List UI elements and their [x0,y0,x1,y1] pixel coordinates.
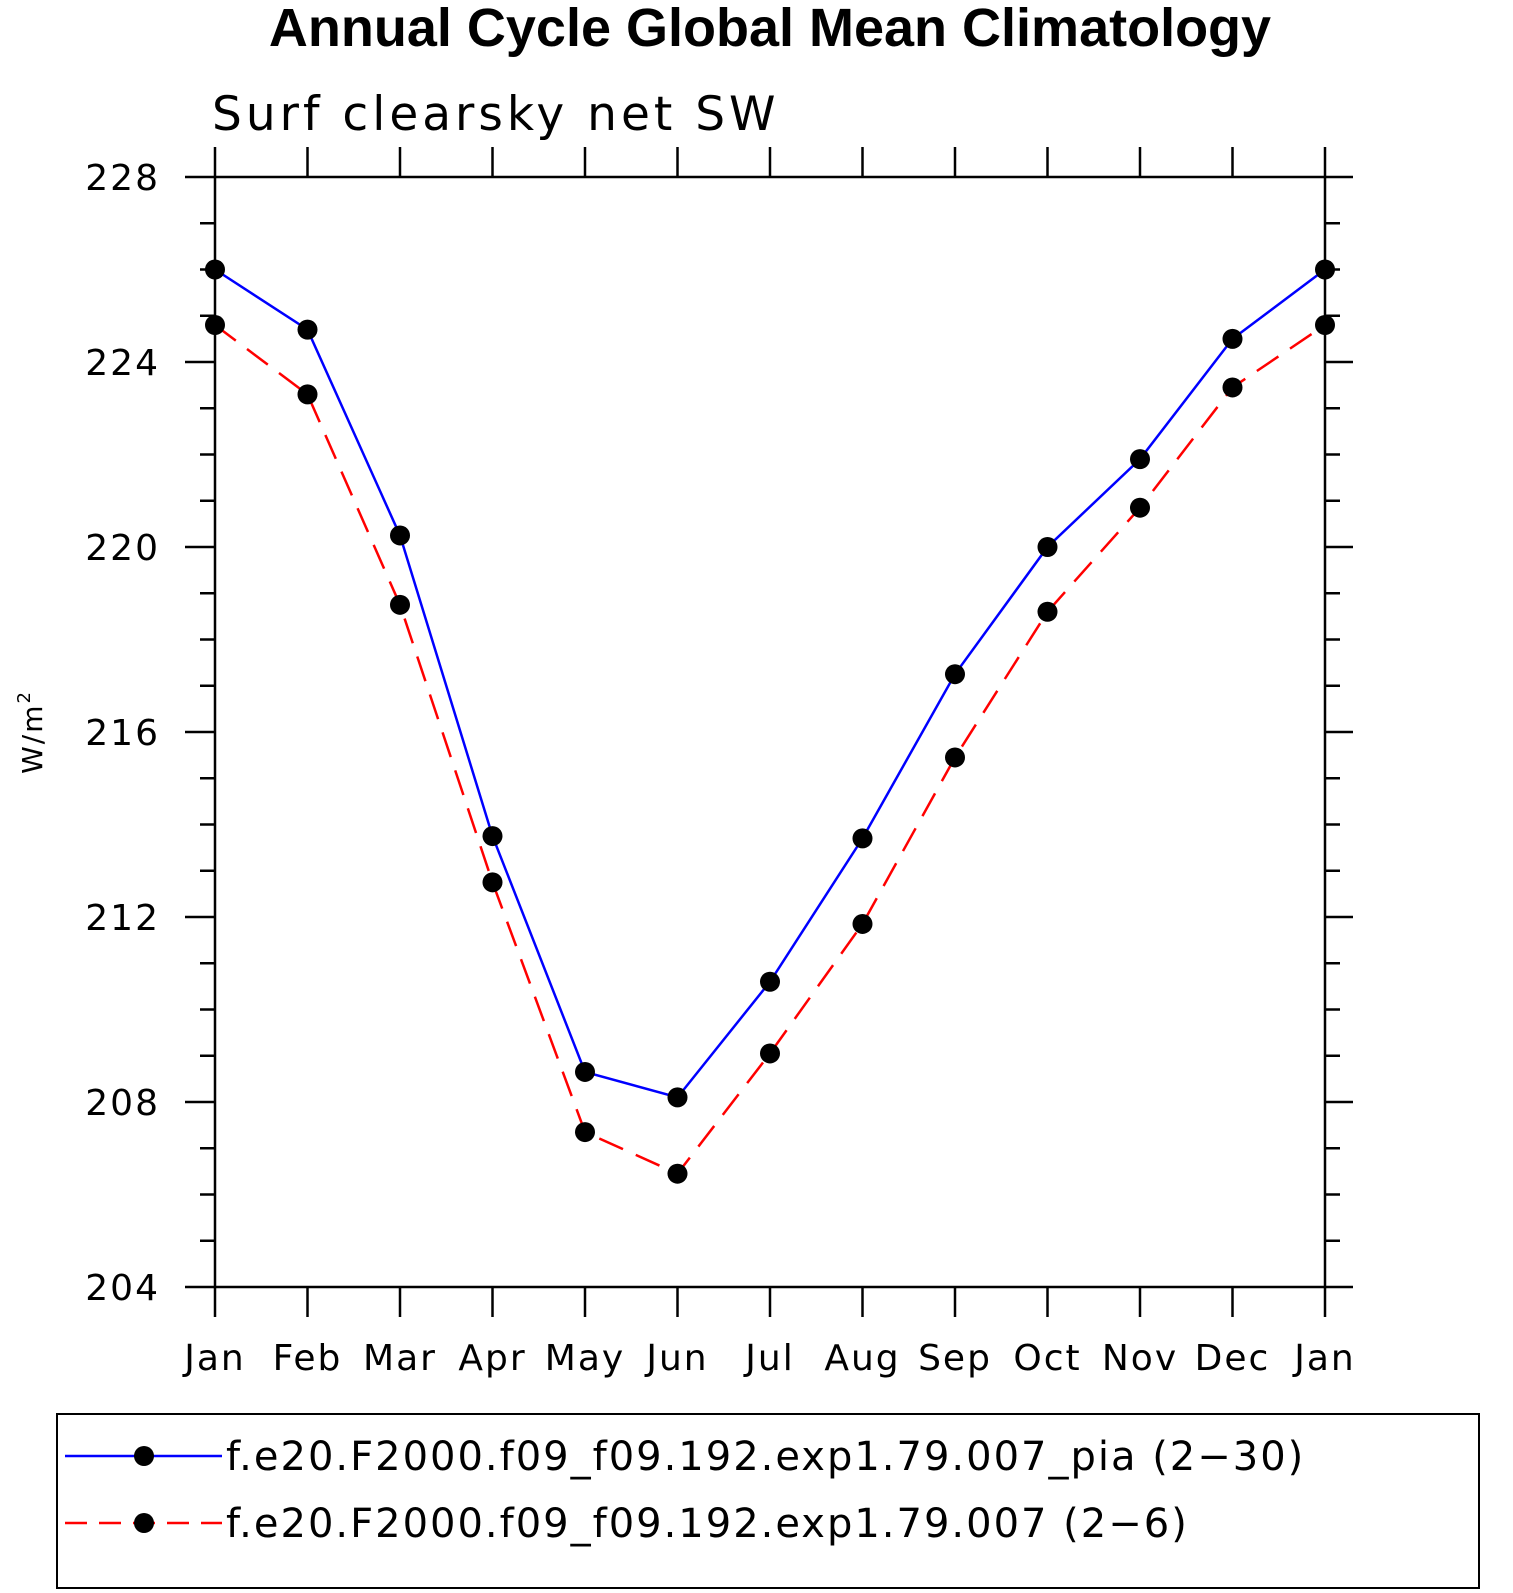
axes: Jan Feb Mar Apr May Jun Jul Aug Sep Oct Nov Dec Jan 2… [85,147,1356,1379]
y-axis-label: W/m [16,704,49,774]
series-layer [205,259,1335,1184]
y-tick-label: 216 [85,713,160,754]
x-tick-label: Jan [1292,1338,1356,1379]
x-tick-label: Jun [644,1338,708,1379]
series-2-point [205,315,225,335]
series-1-point [667,1087,688,1108]
svg-text:W/m2: W/m2 [14,690,49,774]
series-1-point [297,319,318,340]
series-2-point [575,1122,595,1143]
series-1-point [1315,259,1335,280]
series-2-point [1130,497,1150,518]
series-2-point [390,594,410,615]
series-1-point [852,828,873,849]
x-tick-label: Sep [918,1338,992,1379]
legend: f.e20.F2000.f09_f09.192.exp1.79.007_pia … [65,1434,1305,1547]
x-tick-label: Mar [363,1338,437,1379]
x-tick-label: Dec [1195,1338,1271,1379]
series-1-point [575,1061,595,1082]
chart-subtitle: Surf clearsky net SW [212,87,780,142]
y-axis-label-superscript: 2 [14,690,35,703]
legend-marker-1 [134,1446,154,1466]
chart-title: Annual Cycle Global Mean Climatology [269,0,1271,58]
x-tick-label: Aug [824,1338,900,1379]
series-1-point [760,971,780,992]
series-1-point [945,664,965,685]
series-2-point [1315,315,1335,335]
y-tick-label: 212 [85,898,160,939]
x-tick-label: Jul [743,1338,794,1379]
series-1-point [205,259,225,280]
series-2-point [667,1163,688,1184]
x-tick-label: Nov [1102,1338,1178,1379]
series-1-point [482,826,503,847]
y-tick-label: 204 [85,1268,160,1309]
y-axis-title: W/m2 [14,690,49,774]
x-tick-label: Apr [458,1338,526,1379]
series-1-point [1222,328,1243,349]
series-1-point [1130,449,1150,470]
legend-label-2: f.e20.F2000.f09_f09.192.exp1.79.007 (2−6… [226,1501,1189,1547]
legend-marker-2 [134,1513,154,1533]
y-tick-label: 228 [85,158,160,199]
x-tick-label: Oct [1013,1338,1081,1379]
plot-frame [213,175,1327,1289]
x-tick-label: May [545,1338,625,1379]
y-tick-label: 224 [85,343,160,384]
series-1-point [390,525,410,546]
y-tick-label: 208 [85,1083,160,1124]
series-2-point [297,384,318,405]
series-2-point [482,872,503,893]
legend-box [56,1413,1480,1589]
series-2-point [760,1043,780,1064]
series-2-point [1037,601,1058,622]
x-tick-label: Feb [273,1338,343,1379]
series-2-point [852,913,873,934]
series-2-point [1222,377,1243,398]
series-1-point [1037,537,1058,557]
series-2-point [945,747,965,768]
y-tick-label: 220 [85,528,160,569]
legend-label-1: f.e20.F2000.f09_f09.192.exp1.79.007_pia … [226,1434,1305,1480]
x-tick-label: Jan [182,1338,246,1379]
